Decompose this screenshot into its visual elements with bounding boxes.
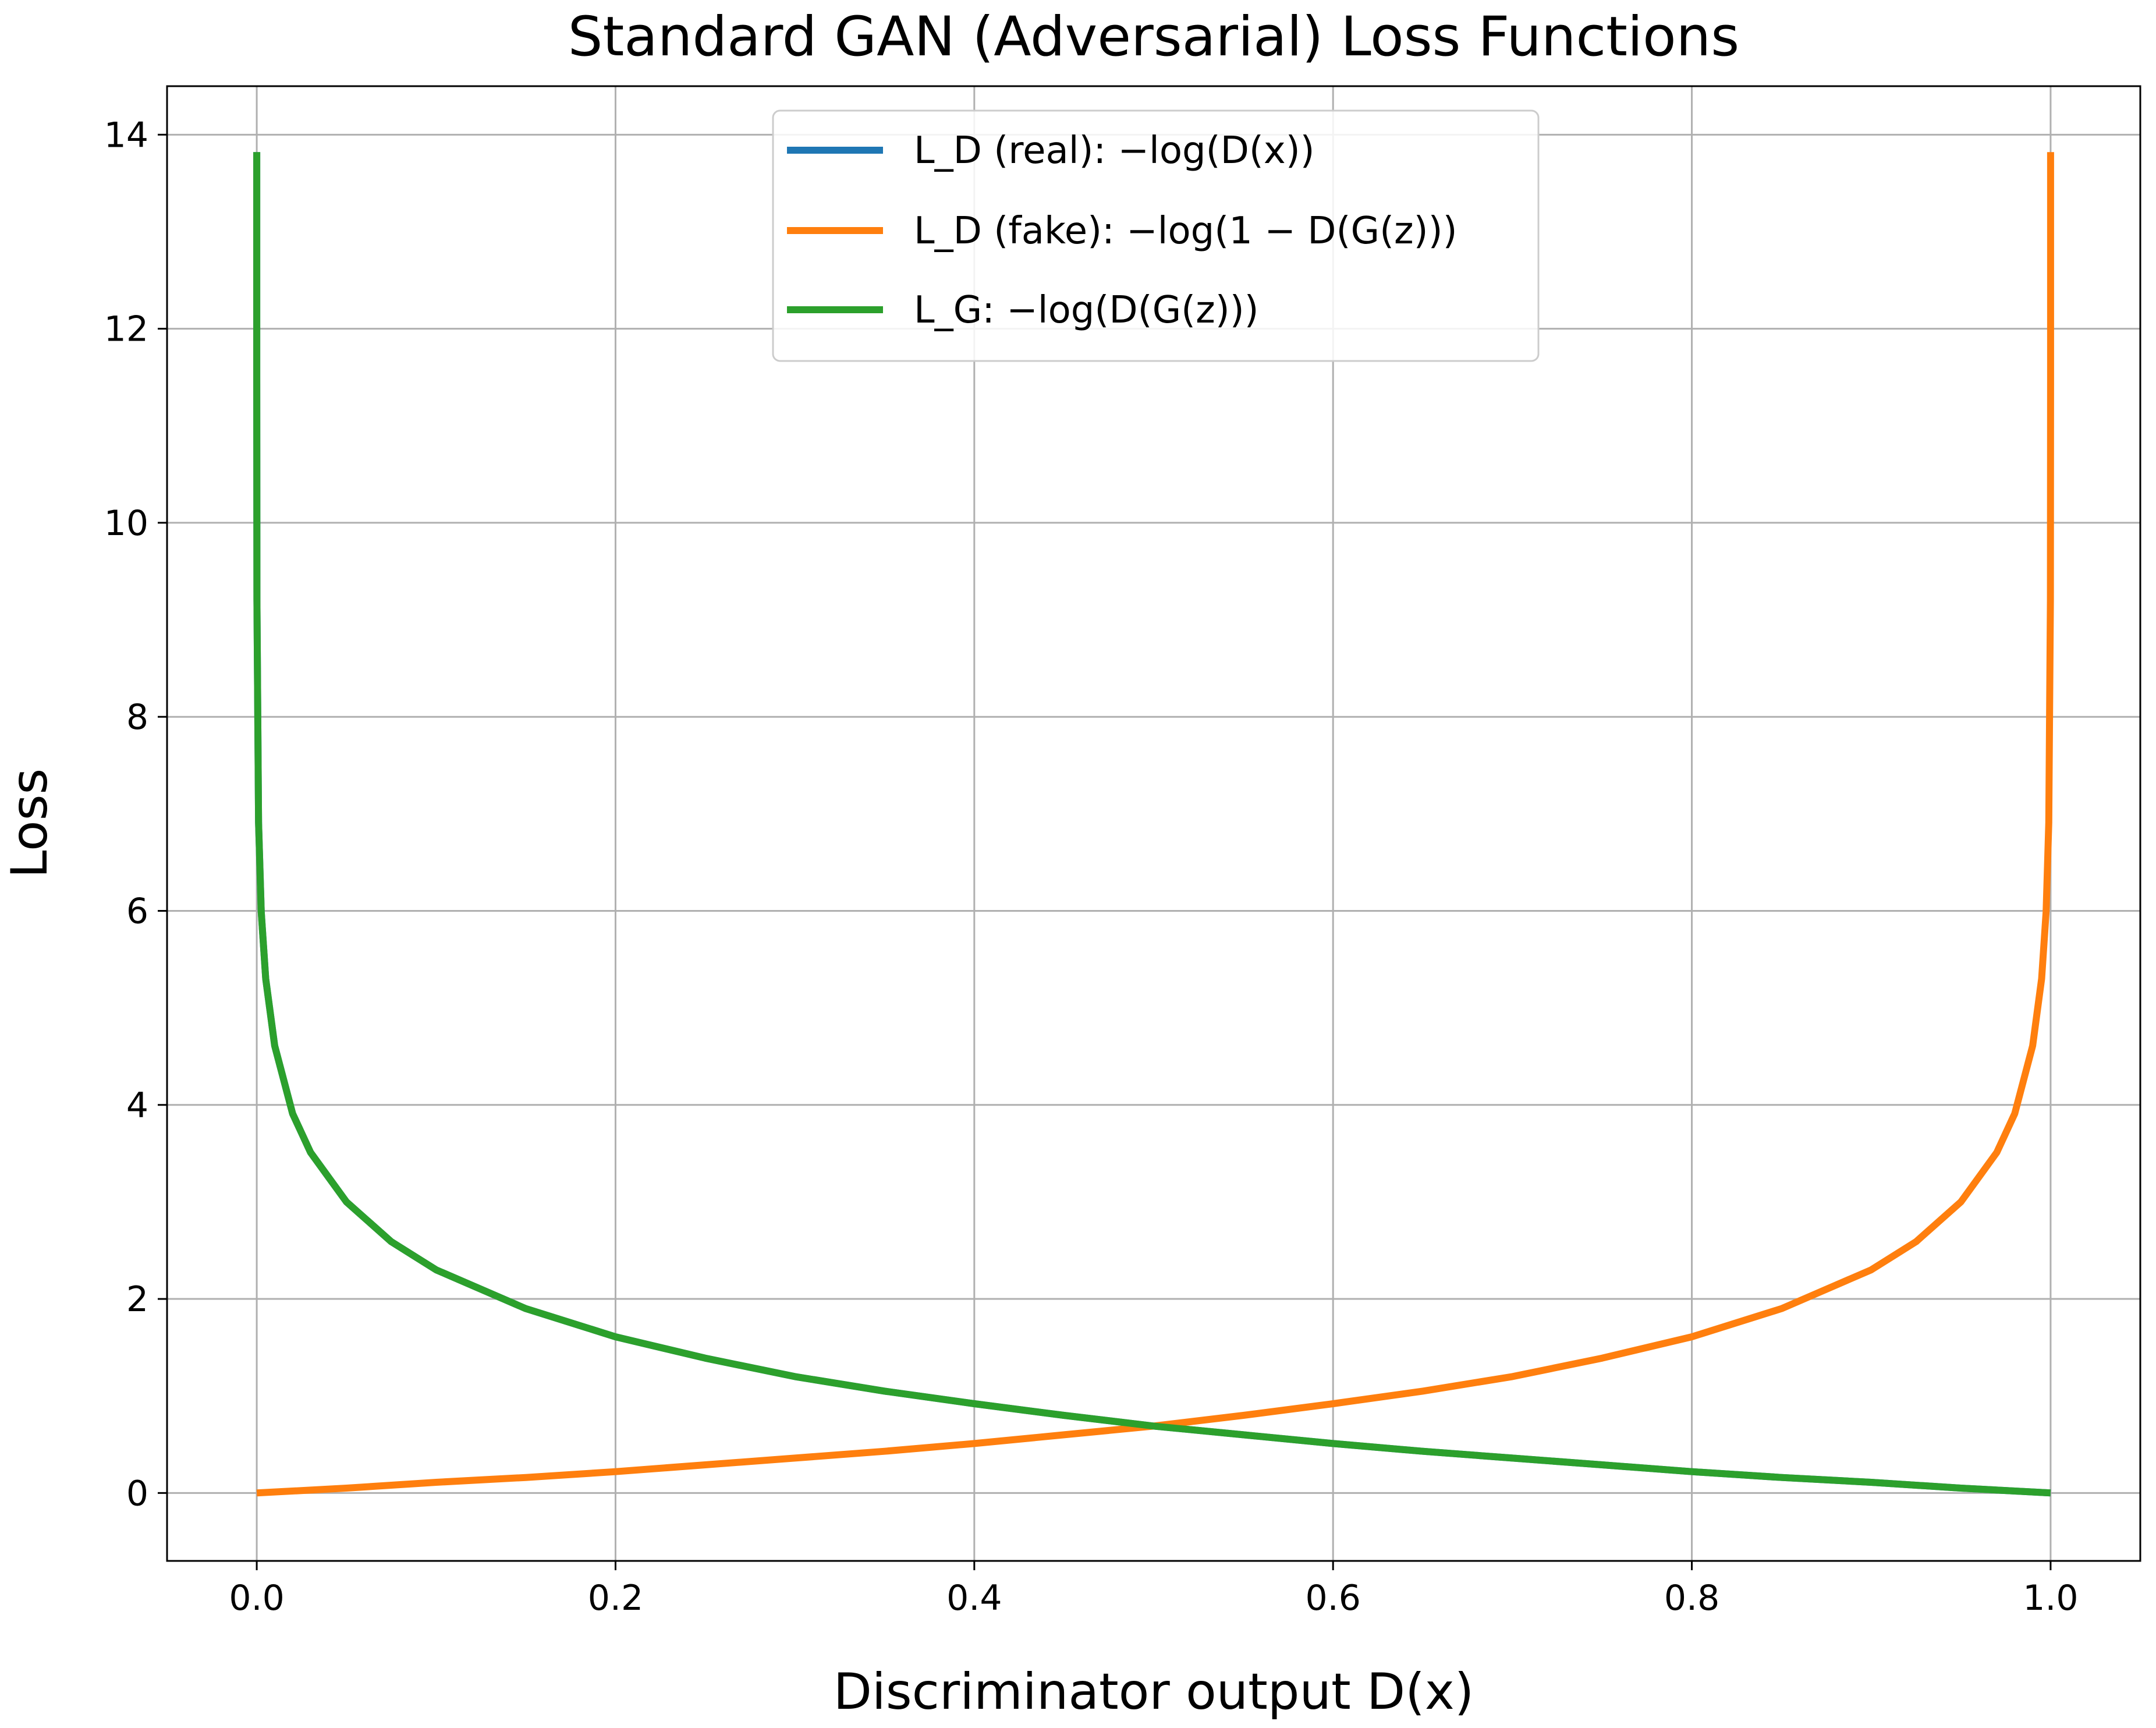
legend-label-real: L_D (real): −log(D(x)) bbox=[914, 129, 1315, 172]
y-tick-label: 4 bbox=[126, 1085, 148, 1126]
series-line-generator bbox=[253, 152, 2051, 1497]
x-axis-label: Discriminator output D(x) bbox=[834, 1663, 1474, 1721]
series-line-fake bbox=[256, 152, 2054, 1497]
x-tick-label: 1.0 bbox=[2023, 1578, 2078, 1619]
y-tick-label: 10 bbox=[104, 503, 148, 544]
y-tick-label: 12 bbox=[104, 309, 148, 350]
y-axis-ticks: 0 2 4 6 8 10 12 14 bbox=[104, 115, 167, 1514]
x-axis-ticks: 0.0 0.2 0.4 0.6 0.8 1.0 bbox=[229, 1561, 2079, 1619]
legend-label-generator: L_G: −log(D(G(z))) bbox=[914, 289, 1259, 332]
x-tick-label: 0.2 bbox=[588, 1578, 643, 1619]
plot-area-frame bbox=[166, 85, 2141, 1562]
y-tick-label: 6 bbox=[126, 891, 148, 932]
chart-title: Standard GAN (Adversarial) Loss Function… bbox=[568, 5, 1739, 69]
y-tick-label: 14 bbox=[104, 115, 148, 155]
x-tick-label: 0.4 bbox=[946, 1578, 1002, 1619]
x-tick-label: 0.0 bbox=[229, 1578, 284, 1619]
legend-box bbox=[772, 109, 1540, 362]
y-tick-label: 0 bbox=[126, 1473, 148, 1514]
series-lines bbox=[253, 152, 2054, 1497]
x-tick-label: 0.8 bbox=[1664, 1578, 1719, 1619]
y-tick-label: 2 bbox=[126, 1279, 148, 1320]
legend: L_D (real): −log(D(x)) L_D (fake): −log(… bbox=[772, 109, 1540, 362]
y-tick-label: 8 bbox=[126, 697, 148, 738]
y-axis-label: Loss bbox=[1, 769, 59, 879]
x-tick-label: 0.6 bbox=[1305, 1578, 1360, 1619]
legend-label-fake: L_D (fake): −log(1 − D(G(z))) bbox=[914, 210, 1458, 253]
